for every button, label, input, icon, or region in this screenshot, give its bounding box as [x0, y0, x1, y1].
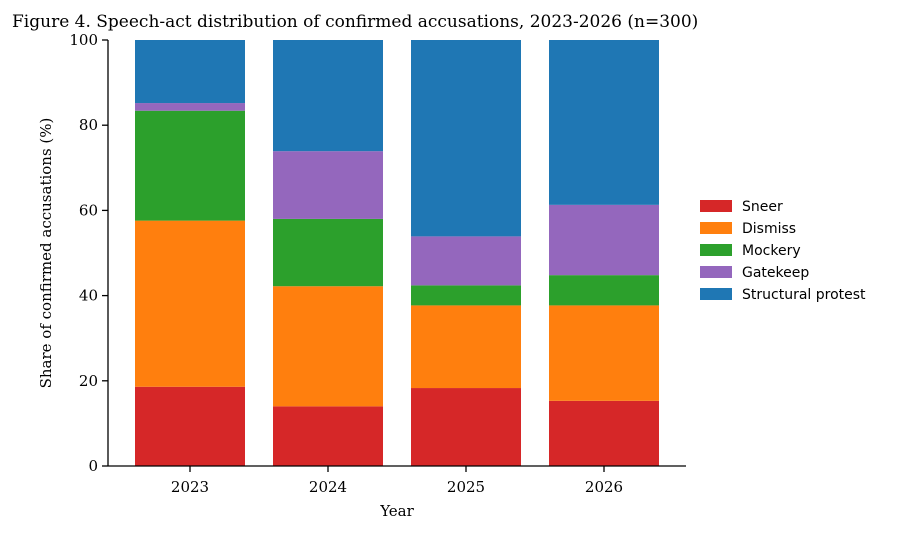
y-tick-label: 40 — [79, 287, 98, 305]
x-tick-label-2026: 2026 — [585, 478, 623, 496]
legend: Sneer Dismiss Mockery Gatekeep Structural pr… — [700, 199, 866, 303]
legend-label-structural-protest: Structural protest — [742, 287, 866, 303]
bar-mockery-2026 — [549, 275, 659, 306]
y-tick-label: 60 — [79, 201, 98, 219]
bar-sneer-2024 — [273, 406, 383, 466]
bar-dismiss-2023 — [135, 220, 245, 387]
y-tick-label: 20 — [79, 372, 98, 390]
bar-structural-protest-2025 — [411, 40, 521, 237]
bar-mockery-2025 — [411, 285, 521, 306]
bars-group — [135, 40, 659, 466]
bar-dismiss-2025 — [411, 305, 521, 389]
bar-structural-protest-2026 — [549, 40, 659, 205]
legend-swatch-dismiss — [700, 222, 732, 234]
bar-gatekeep-2025 — [411, 236, 521, 286]
x-axis-ticks: 2023 2024 2025 2026 — [171, 466, 623, 496]
bar-gatekeep-2026 — [549, 204, 659, 276]
bar-structural-protest-2024 — [273, 40, 383, 152]
legend-label-sneer: Sneer — [742, 199, 783, 215]
bar-mockery-2024 — [273, 218, 383, 287]
legend-swatch-sneer — [700, 200, 732, 212]
y-tick-label: 0 — [88, 457, 98, 475]
bar-structural-protest-2023 — [135, 40, 245, 104]
y-axis-ticks: 0 20 40 60 80 100 — [69, 31, 108, 475]
bar-gatekeep-2023 — [135, 103, 245, 111]
bar-sneer-2023 — [135, 386, 245, 466]
x-tick-label-2025: 2025 — [447, 478, 485, 496]
legend-label-mockery: Mockery — [742, 243, 801, 259]
bar-sneer-2025 — [411, 388, 521, 466]
chart-title: Figure 4. Speech-act distribution of con… — [12, 12, 698, 32]
bar-dismiss-2026 — [549, 305, 659, 401]
bar-gatekeep-2024 — [273, 151, 383, 219]
bar-dismiss-2024 — [273, 286, 383, 407]
x-tick-label-2024: 2024 — [309, 478, 347, 496]
bar-mockery-2023 — [135, 110, 245, 221]
legend-label-gatekeep: Gatekeep — [742, 265, 809, 281]
y-tick-label: 80 — [79, 116, 98, 134]
legend-swatch-mockery — [700, 244, 732, 256]
legend-swatch-gatekeep — [700, 266, 732, 278]
legend-label-dismiss: Dismiss — [742, 221, 796, 237]
legend-swatch-structural-protest — [700, 288, 732, 300]
x-axis-label: Year — [379, 502, 414, 520]
bar-sneer-2026 — [549, 400, 659, 466]
y-tick-label: 100 — [69, 31, 98, 49]
y-axis-label: Share of confirmed accusations (%) — [37, 118, 55, 389]
x-tick-label-2023: 2023 — [171, 478, 209, 496]
